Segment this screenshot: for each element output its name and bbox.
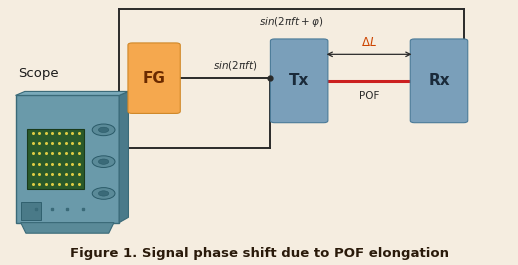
Text: Rx: Rx — [428, 73, 450, 88]
Text: Scope: Scope — [18, 67, 59, 80]
Text: $sin(2\pi ft)$: $sin(2\pi ft)$ — [213, 59, 258, 72]
Circle shape — [92, 124, 115, 136]
Circle shape — [98, 127, 109, 132]
FancyBboxPatch shape — [27, 129, 84, 189]
FancyBboxPatch shape — [410, 39, 468, 123]
Polygon shape — [21, 223, 114, 233]
Polygon shape — [16, 95, 119, 223]
Text: $\Delta L$: $\Delta L$ — [361, 36, 377, 49]
Circle shape — [98, 191, 109, 196]
FancyBboxPatch shape — [128, 43, 180, 113]
Circle shape — [92, 188, 115, 199]
Text: $sin(2\pi ft + \varphi)$: $sin(2\pi ft + \varphi)$ — [260, 15, 323, 29]
Polygon shape — [119, 91, 128, 223]
Circle shape — [92, 156, 115, 167]
Text: POF: POF — [359, 91, 379, 101]
FancyBboxPatch shape — [270, 39, 328, 123]
FancyBboxPatch shape — [21, 202, 41, 220]
Text: FG: FG — [142, 71, 166, 86]
Text: Tx: Tx — [289, 73, 309, 88]
Text: Figure 1. Signal phase shift due to POF elongation: Figure 1. Signal phase shift due to POF … — [69, 247, 449, 260]
Circle shape — [98, 159, 109, 164]
Polygon shape — [16, 91, 128, 95]
